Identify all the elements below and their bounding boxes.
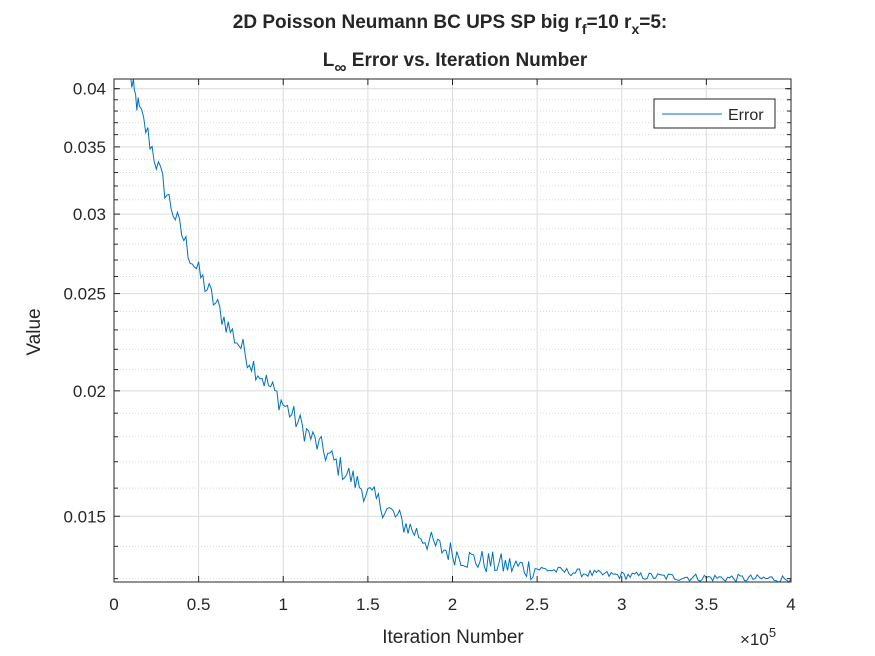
y-axis-label: Value <box>24 308 45 355</box>
y-tick-label: 0.015 <box>63 507 106 526</box>
y-tick-label: 0.04 <box>73 80 106 99</box>
y-tick-label: 0.02 <box>73 382 106 401</box>
plot-area <box>113 78 792 584</box>
x-tick-label: 1.5 <box>356 595 380 614</box>
chart-title-line1: 2D Poisson Neumann BC UPS SP big rf=10 r… <box>233 12 667 37</box>
y-tick-label: 0.03 <box>73 205 106 224</box>
x-tick-label: 3.5 <box>695 595 719 614</box>
legend-label-error: Error <box>728 107 764 124</box>
x-axis-ticks: 0 0.5 1 1.5 2 2.5 3 3.5 4 <box>109 79 796 614</box>
x-tick-label: 1 <box>279 595 288 614</box>
x-tick-label: 3 <box>617 595 626 614</box>
y-tick-label: 0.025 <box>63 285 106 304</box>
x-tick-label: 2.5 <box>525 595 549 614</box>
x-tick-label: 0 <box>109 595 118 614</box>
x-tick-label: 4 <box>786 595 795 614</box>
y-axis-ticks: 0.015 0.02 0.025 0.03 0.035 0.04 <box>63 80 791 580</box>
x-axis-label: Iteration Number <box>382 627 524 648</box>
series-line-error <box>130 78 792 584</box>
x-tick-label: 2 <box>448 595 457 614</box>
x-axis-multiplier: ×105 <box>740 625 776 649</box>
y-tick-label: 0.035 <box>63 138 106 157</box>
chart-title-line2: L∞ Error vs. Iteration Number <box>323 50 588 77</box>
x-tick-label: 0.5 <box>187 595 211 614</box>
legend: Error <box>653 98 776 129</box>
